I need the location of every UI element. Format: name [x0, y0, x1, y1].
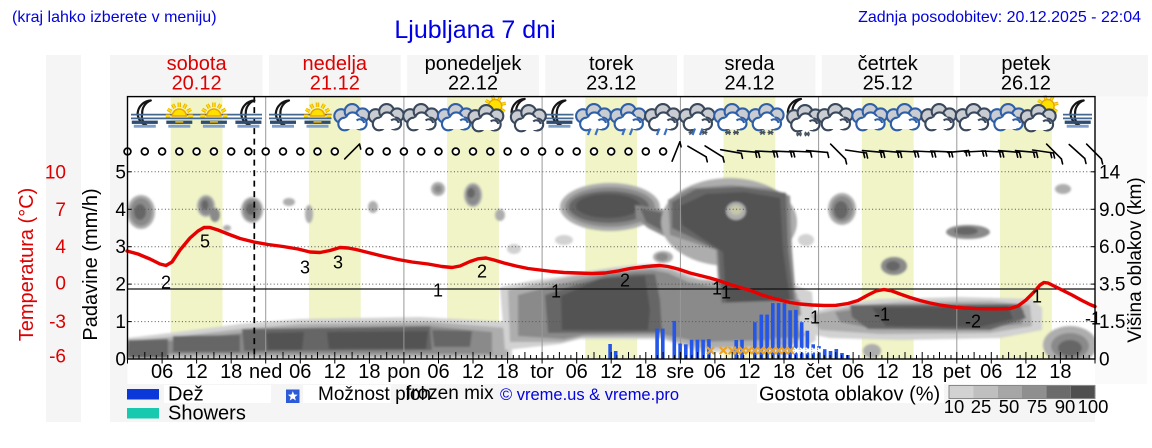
svg-text:2: 2 [161, 273, 171, 293]
svg-text:frozen mix: frozen mix [406, 383, 494, 404]
svg-text:1: 1 [721, 283, 731, 303]
svg-text:pet: pet [943, 361, 971, 383]
svg-text:06: 06 [427, 361, 449, 383]
svg-text:Dež: Dež [168, 384, 204, 406]
svg-text:50: 50 [999, 396, 1020, 417]
svg-text:12: 12 [462, 361, 484, 383]
svg-text:pon: pon [387, 361, 420, 383]
svg-text:1: 1 [115, 312, 126, 333]
svg-text:3: 3 [300, 258, 310, 278]
svg-text:23.12: 23.12 [586, 73, 636, 95]
svg-text:3.5: 3.5 [1099, 275, 1125, 296]
svg-text:24.12: 24.12 [724, 73, 774, 95]
svg-text:3: 3 [333, 253, 343, 273]
svg-text:1.5: 1.5 [1099, 312, 1125, 333]
svg-text:4: 4 [55, 237, 66, 258]
svg-text:sre: sre [667, 361, 695, 383]
svg-text:0: 0 [115, 350, 126, 371]
svg-text:Showers: Showers [168, 403, 246, 425]
svg-text:-6: -6 [49, 347, 66, 368]
svg-text:5: 5 [200, 232, 210, 252]
svg-text:18: 18 [220, 361, 242, 383]
svg-text:12: 12 [600, 361, 622, 383]
svg-text:2: 2 [477, 262, 487, 282]
svg-text:1: 1 [551, 282, 561, 302]
svg-text:sobota: sobota [167, 53, 228, 75]
svg-text:-1: -1 [1085, 309, 1101, 329]
svg-text:1: 1 [1032, 287, 1042, 307]
svg-text:1: 1 [433, 281, 443, 301]
svg-text:5: 5 [115, 162, 126, 183]
svg-text:90: 90 [1055, 396, 1076, 417]
svg-text:Zadnja posodobitev: 20.12.2025: Zadnja posodobitev: 20.12.2025 - 22:04 [858, 9, 1141, 26]
svg-text:22.12: 22.12 [448, 73, 498, 95]
svg-text:Temperatura (°C): Temperatura (°C) [16, 188, 38, 342]
svg-text:2: 2 [115, 275, 126, 296]
svg-text:21.12: 21.12 [310, 73, 360, 95]
svg-text:06: 06 [842, 361, 864, 383]
svg-text:tor: tor [530, 361, 554, 383]
svg-text:-1: -1 [804, 308, 820, 328]
svg-text:2: 2 [620, 271, 630, 291]
svg-text:-1: -1 [874, 305, 890, 325]
svg-text:18: 18 [773, 361, 795, 383]
svg-text:četrtek: četrtek [858, 53, 919, 75]
svg-text:25.12: 25.12 [863, 73, 913, 95]
svg-text:25: 25 [971, 396, 992, 417]
svg-text:6.0: 6.0 [1099, 237, 1125, 258]
svg-text:06: 06 [151, 361, 173, 383]
svg-text:9.0: 9.0 [1099, 200, 1125, 221]
svg-text:100: 100 [1078, 396, 1109, 417]
svg-text:06: 06 [980, 361, 1002, 383]
svg-text:18: 18 [635, 361, 657, 383]
svg-text:12: 12 [185, 361, 207, 383]
svg-text:sreda: sreda [724, 53, 775, 75]
svg-text:3: 3 [115, 237, 126, 258]
svg-text:06: 06 [289, 361, 311, 383]
svg-text:14: 14 [1099, 162, 1121, 183]
svg-text:© vreme.us & vreme.pro: © vreme.us & vreme.pro [500, 386, 679, 404]
svg-text:26.12: 26.12 [1001, 73, 1051, 95]
svg-text:Možnost ploh: Možnost ploh [318, 384, 431, 405]
svg-text:18: 18 [911, 361, 933, 383]
svg-text:06: 06 [566, 361, 588, 383]
svg-text:ponedeljek: ponedeljek [425, 53, 523, 75]
svg-text:Gostota oblakov (%): Gostota oblakov (%) [759, 384, 940, 406]
svg-text:18: 18 [496, 361, 518, 383]
svg-text:čet: čet [805, 361, 832, 383]
svg-text:7: 7 [55, 200, 66, 221]
svg-text:0: 0 [55, 274, 66, 295]
svg-text:nedelja: nedelja [303, 53, 368, 75]
svg-text:Ljubljana 7 dni: Ljubljana 7 dni [394, 16, 555, 44]
svg-text:12: 12 [1015, 361, 1037, 383]
svg-text:75: 75 [1027, 396, 1048, 417]
svg-text:-2: -2 [965, 312, 981, 332]
svg-text:1: 1 [712, 279, 722, 299]
svg-text:torek: torek [589, 53, 634, 75]
svg-text:0: 0 [1099, 350, 1110, 371]
svg-text:4: 4 [115, 200, 126, 221]
svg-text:12: 12 [877, 361, 899, 383]
svg-text:ned: ned [249, 361, 282, 383]
svg-text:petek: petek [1001, 53, 1051, 75]
svg-text:12: 12 [738, 361, 760, 383]
svg-text:06: 06 [704, 361, 726, 383]
svg-text:10: 10 [944, 396, 965, 417]
svg-text:Padavine (mm/h): Padavine (mm/h) [80, 188, 102, 340]
svg-text:Višina oblakov (km): Višina oblakov (km) [1125, 177, 1146, 342]
svg-text:18: 18 [1049, 361, 1071, 383]
svg-text:(kraj lahko izberete v meniju): (kraj lahko izberete v meniju) [12, 9, 217, 26]
svg-text:12: 12 [324, 361, 346, 383]
svg-text:-3: -3 [49, 312, 66, 333]
svg-text:10: 10 [45, 162, 66, 183]
svg-text:18: 18 [358, 361, 380, 383]
svg-text:20.12: 20.12 [172, 73, 222, 95]
